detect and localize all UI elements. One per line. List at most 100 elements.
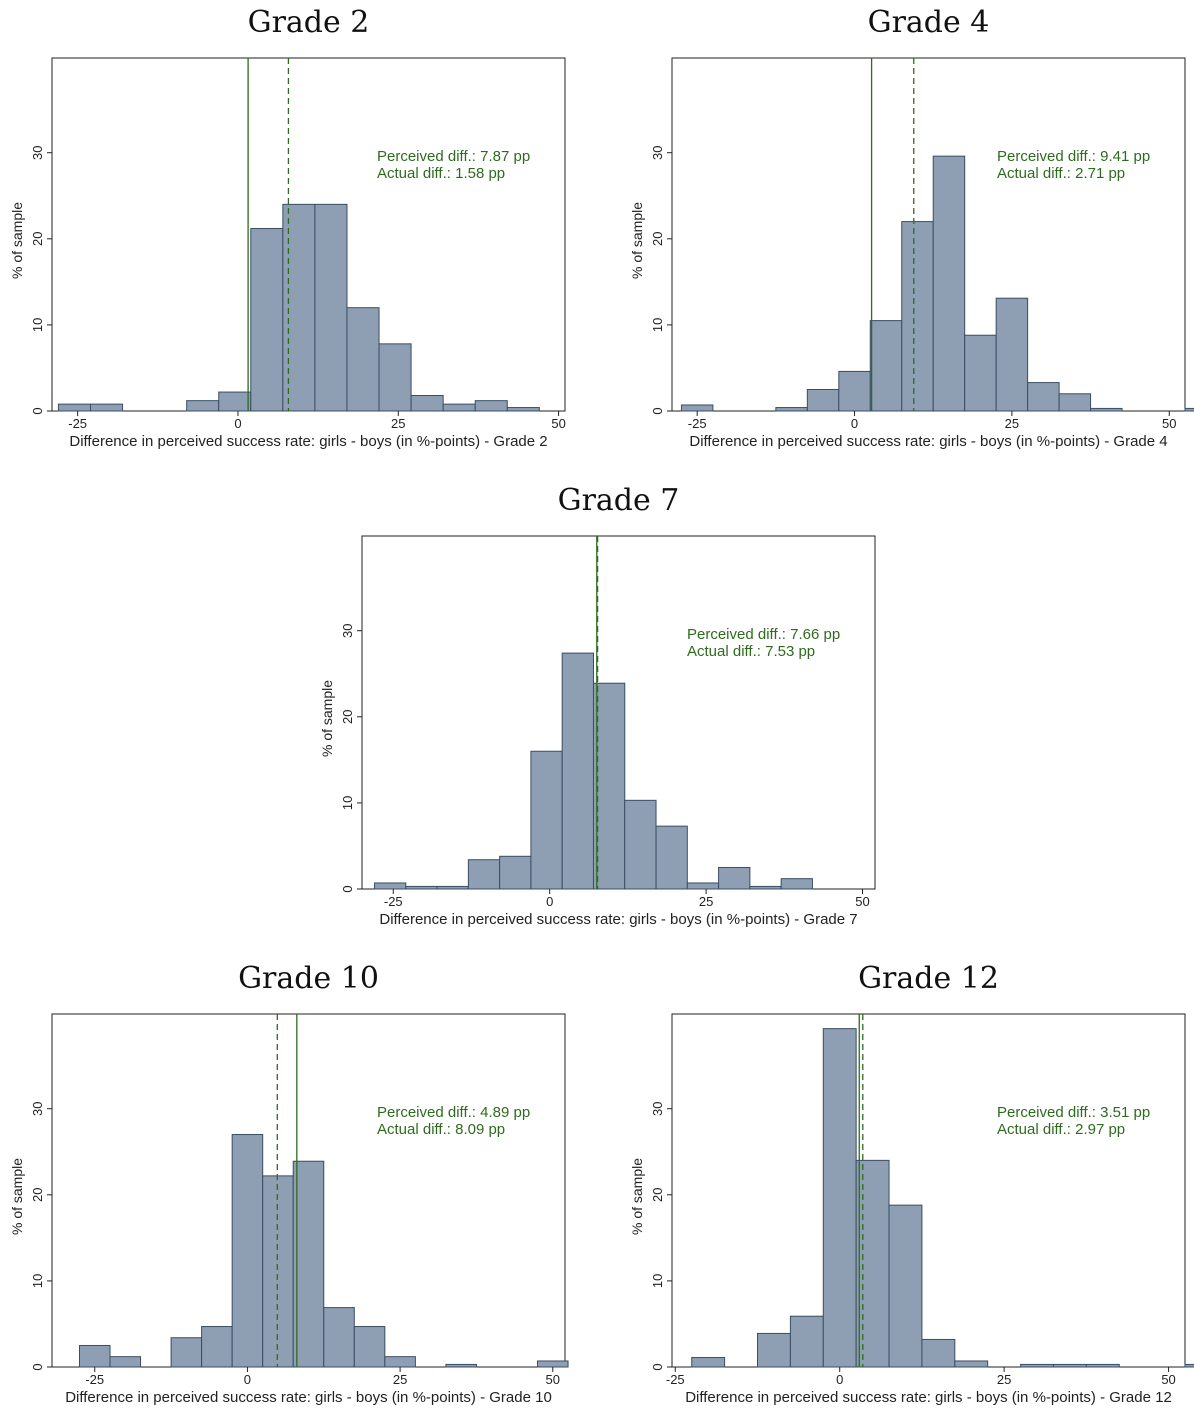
histogram-bar — [170, 1337, 203, 1368]
histogram-bar — [410, 395, 444, 412]
histogram-bar — [932, 155, 966, 412]
histogram-bar — [624, 799, 657, 890]
histogram-bar — [346, 307, 380, 412]
x-axis-label: Difference in perceived success rate: gi… — [685, 1389, 1172, 1406]
y-axis-label: % of sample — [319, 680, 335, 757]
histogram-bar — [353, 1326, 386, 1368]
x-tick-label: -25 — [384, 894, 403, 909]
panel-grade-2: Grade 2 -25 0 25 50 0 10 20 30 Difference in perc… — [0, 0, 600, 470]
y-tick-label: 20 — [340, 710, 355, 724]
histogram-bar — [718, 866, 751, 890]
histogram-bar — [749, 885, 782, 890]
histogram-bar — [323, 1307, 355, 1368]
histogram-bar — [869, 320, 903, 412]
y-tick-label: 10 — [340, 796, 355, 810]
histogram-bar — [1184, 407, 1194, 412]
perceived-diff-annotation: Perceived diff.: 3.51 pp — [997, 1104, 1150, 1121]
y-tick-label: 10 — [30, 1274, 45, 1288]
x-tick-label: 50 — [1161, 1372, 1175, 1387]
histogram-bar — [445, 1363, 477, 1368]
x-tick-label: 25 — [699, 894, 713, 909]
panel-grade-4: Grade 4 -25 0 25 50 0 10 20 30 Difference in perc… — [620, 0, 1194, 470]
histogram-bar — [262, 1175, 294, 1368]
x-tick-label: -25 — [666, 1372, 685, 1387]
histogram-bar — [757, 1332, 791, 1368]
histogram-bar — [789, 1315, 824, 1368]
actual-diff-annotation: Actual diff.: 2.71 pp — [997, 165, 1125, 182]
x-tick-label: -25 — [68, 416, 87, 431]
histogram-bar — [1090, 407, 1123, 412]
actual-diff-annotation: Actual diff.: 2.97 pp — [997, 1121, 1125, 1138]
y-tick-label: 0 — [30, 1363, 45, 1370]
x-axis-label: Difference in perceived success rate: gi… — [69, 433, 547, 450]
histogram-bar — [1027, 382, 1060, 412]
x-tick-label: 50 — [546, 1372, 560, 1387]
x-axis-label: Difference in perceived success rate: gi… — [65, 1389, 552, 1406]
histogram-bar — [680, 404, 714, 412]
histogram-bar — [186, 400, 220, 412]
histogram-bar — [506, 407, 540, 412]
perceived-diff-annotation: Perceived diff.: 4.89 pp — [377, 1104, 530, 1121]
x-tick-label: 0 — [851, 416, 858, 431]
histogram-bar — [964, 334, 997, 412]
y-tick-label: 30 — [650, 145, 665, 159]
x-tick-label: 25 — [1005, 416, 1019, 431]
plot-frame — [671, 1013, 1186, 1368]
histogram-bar — [921, 1338, 956, 1368]
histogram-bar — [1020, 1363, 1054, 1368]
histogram-bar — [655, 825, 688, 890]
histogram-bar — [1058, 393, 1092, 412]
histogram-bar — [691, 1357, 726, 1368]
y-tick-label: 10 — [650, 1274, 665, 1288]
histogram-bar — [592, 682, 626, 890]
y-tick-label: 20 — [30, 232, 45, 246]
histogram-bar — [384, 1356, 416, 1368]
y-tick-label: 20 — [650, 1188, 665, 1202]
x-tick-label: 0 — [546, 894, 553, 909]
histogram-bar — [474, 400, 508, 412]
panel-grade-7: Grade 7 -25 0 25 50 0 10 20 30 Difference in perc… — [310, 478, 910, 948]
y-tick-label: 0 — [650, 407, 665, 414]
histogram-bar — [89, 403, 124, 412]
histogram-bar — [374, 882, 407, 890]
y-tick-label: 30 — [30, 1101, 45, 1115]
histogram-bar — [901, 221, 934, 412]
actual-diff-annotation: Actual diff.: 8.09 pp — [377, 1121, 505, 1138]
histogram-bar — [1085, 1363, 1120, 1368]
chart-title: Grade 2 — [248, 5, 370, 40]
histogram-bar — [250, 227, 284, 412]
y-axis-label: % of sample — [629, 202, 645, 279]
histogram-grade-7: Grade 7 -25 0 25 50 0 10 20 30 Difference in perc… — [319, 483, 876, 928]
histogram-bar — [537, 1360, 569, 1368]
histogram-bar — [78, 1344, 111, 1368]
y-axis-label: % of sample — [9, 1158, 25, 1235]
x-tick-label: 0 — [234, 416, 241, 431]
panel-grade-12: Grade 12 -25 0 25 50 0 10 20 30 Difference in per… — [620, 956, 1194, 1412]
x-tick-label: 0 — [836, 1372, 843, 1387]
histogram-bar — [561, 652, 594, 890]
histogram-grade-4: Grade 4 -25 0 25 50 0 10 20 30 Difference in perc… — [629, 5, 1194, 450]
perceived-diff-annotation: Perceived diff.: 7.87 pp — [377, 148, 530, 165]
x-tick-label: 0 — [244, 1372, 251, 1387]
histogram-bar — [499, 855, 532, 890]
actual-diff-annotation: Actual diff.: 1.58 pp — [377, 165, 505, 182]
histogram-bar — [1052, 1363, 1087, 1368]
y-tick-label: 10 — [650, 318, 665, 332]
histogram-bar — [954, 1360, 989, 1368]
histogram-bar — [806, 388, 840, 412]
histogram-bar — [292, 1160, 325, 1368]
histogram-bar — [838, 370, 871, 412]
histogram-bar — [888, 1204, 923, 1368]
histogram-bar — [314, 203, 348, 412]
x-tick-label: 50 — [1162, 416, 1176, 431]
histogram-bar — [218, 391, 252, 412]
x-tick-label: 25 — [997, 1372, 1011, 1387]
y-tick-label: 0 — [650, 1363, 665, 1370]
histogram-bar — [995, 297, 1029, 412]
y-tick-label: 0 — [340, 885, 355, 892]
y-tick-label: 30 — [30, 145, 45, 159]
perceived-diff-annotation: Perceived diff.: 9.41 pp — [997, 148, 1150, 165]
histogram-bar — [775, 407, 808, 412]
histogram-bar — [442, 403, 476, 412]
